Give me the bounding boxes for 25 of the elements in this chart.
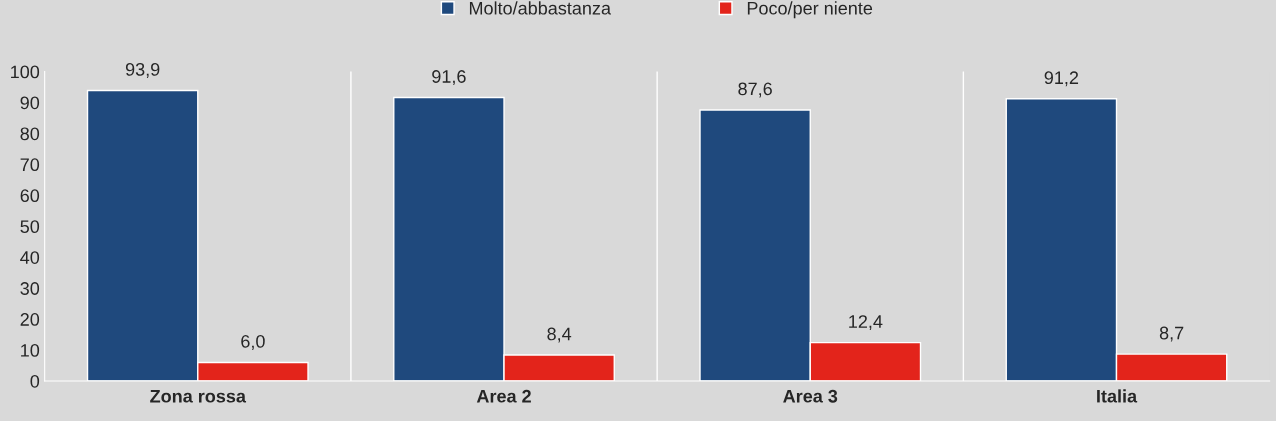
data-label: 91,2 <box>1044 71 1079 87</box>
y-tick-label: 20 <box>20 313 40 326</box>
legend-label: Poco/per niente <box>747 1 873 19</box>
legend-label: Molto/abbastanza <box>469 1 612 15</box>
y-tick-label: 0 <box>30 374 40 388</box>
x-tick-label: Area 3 <box>783 389 838 403</box>
y-tick-label: 40 <box>20 251 40 264</box>
y-tick-label: 70 <box>20 158 40 172</box>
x-tick-label: Area 2 <box>476 389 531 403</box>
y-tick-label: 10 <box>21 344 40 357</box>
data-label: 93,9 <box>125 62 160 78</box>
y-tick-label: 60 <box>20 189 40 203</box>
y-tick-label: 80 <box>20 127 40 141</box>
data-label: 8,7 <box>1159 326 1184 342</box>
y-tick-label: 50 <box>20 220 40 234</box>
data-label: 12,4 <box>849 315 883 331</box>
y-tick-label: 90 <box>20 96 40 110</box>
x-tick-label: Zona rossa <box>150 390 247 403</box>
y-tick-label: 100 <box>11 65 40 79</box>
x-tick-label: Italia <box>1097 389 1138 403</box>
data-label: 6,0 <box>241 334 265 350</box>
data-label: 87,6 <box>738 82 772 98</box>
y-tick-label: 30 <box>20 282 40 295</box>
data-label: 8,4 <box>547 327 572 343</box>
data-label: 91,6 <box>432 70 466 86</box>
